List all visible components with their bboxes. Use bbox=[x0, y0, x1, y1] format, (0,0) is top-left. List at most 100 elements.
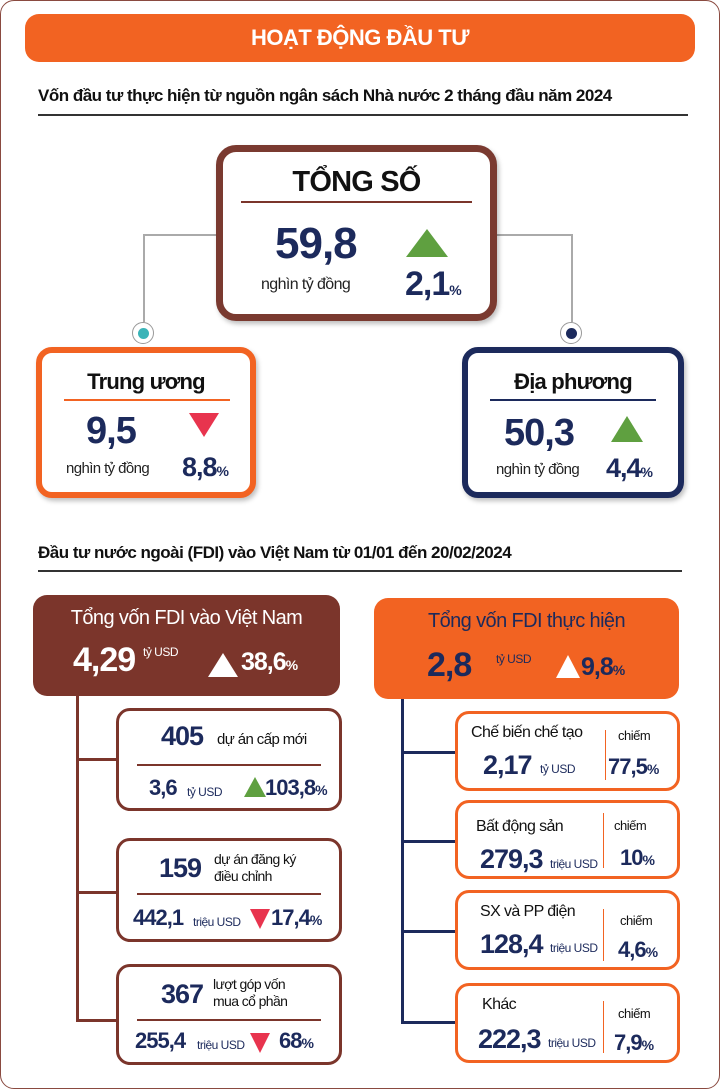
fdi-disbursed-title: Tổng vốn FDI thực hiện bbox=[428, 610, 626, 632]
tree-branch bbox=[76, 891, 118, 894]
tree-line bbox=[76, 694, 79, 1021]
local-title: Địa phương bbox=[514, 369, 632, 394]
sector-value: 222,3 bbox=[478, 1024, 542, 1054]
local-card: Địa phương 50,3 nghìn tỷ đồng 4,4% bbox=[462, 347, 684, 498]
capital-contribution-label: lượt góp vốn bbox=[213, 976, 286, 992]
fdi-disbursed-change: 9,8 bbox=[581, 653, 614, 681]
central-card: Trung ương 9,5 nghìn tỷ đồng 8,8% bbox=[36, 347, 256, 498]
sector-card-electricity: SX và PP điện 128,4 triệu USD chiếm 4,6% bbox=[455, 890, 680, 970]
fdi-registered-title: Tổng vốn FDI vào Việt Nam bbox=[70, 607, 303, 629]
divider bbox=[605, 730, 606, 780]
sector-name: Khác bbox=[482, 996, 517, 1013]
pct-sign: % bbox=[216, 463, 229, 479]
total-title: TỔNG SỐ bbox=[292, 166, 421, 198]
up-triangle-icon bbox=[611, 416, 643, 442]
up-triangle-icon bbox=[406, 229, 448, 257]
sector-card-real-estate: Bất động sản 279,3 triệu USD chiếm 10% bbox=[455, 800, 680, 879]
total-value: 59,8 bbox=[275, 219, 358, 268]
pct-sign: % bbox=[642, 852, 654, 868]
sector-card-manufacturing: Chế biến chế tạo 2,17 tỷ USD chiếm 77,5% bbox=[455, 711, 680, 791]
central-change: 8,8 bbox=[182, 452, 218, 482]
sector-share: 77,5 bbox=[608, 754, 648, 779]
divider bbox=[137, 893, 321, 895]
tree-branch bbox=[401, 930, 457, 933]
divider bbox=[64, 399, 230, 401]
total-change: 2,1 bbox=[405, 265, 450, 303]
share-label: chiếm bbox=[618, 1006, 651, 1021]
total-card: TỔNG SỐ 59,8 nghìn tỷ đồng 2,1% bbox=[216, 145, 497, 321]
fdi-registered-unit: tỷ USD bbox=[143, 645, 179, 659]
sector-name: Bất động sản bbox=[476, 818, 564, 835]
total-unit: nghìn tỷ đồng bbox=[261, 276, 351, 293]
sector-name: SX và PP điện bbox=[480, 903, 576, 920]
down-triangle-icon bbox=[250, 909, 270, 929]
sector-unit: tỷ USD bbox=[540, 762, 576, 776]
tree-line bbox=[401, 697, 404, 1024]
up-triangle-icon bbox=[556, 655, 580, 678]
pct-sign: % bbox=[612, 662, 625, 678]
pct-sign: % bbox=[285, 657, 298, 673]
pct-sign: % bbox=[641, 1037, 654, 1053]
sector-unit: triệu USD bbox=[550, 941, 598, 955]
divider bbox=[241, 201, 472, 203]
sector-name: Chế biến chế tạo bbox=[471, 724, 583, 741]
connector bbox=[143, 234, 218, 236]
new-projects-change: 103,8 bbox=[265, 775, 316, 800]
pct-sign: % bbox=[646, 761, 659, 777]
tree-branch bbox=[401, 1021, 457, 1024]
central-unit: nghìn tỷ đồng bbox=[66, 460, 150, 477]
fdi-capital-contribution-card: 367 lượt góp vốn mua cổ phần 255,4 triệu… bbox=[116, 964, 342, 1065]
sector-share: 7,9 bbox=[614, 1030, 643, 1055]
share-label: chiếm bbox=[618, 728, 651, 743]
down-triangle-icon bbox=[189, 413, 219, 437]
pct-sign: % bbox=[301, 1035, 313, 1051]
share-label: chiếm bbox=[614, 818, 647, 833]
pct-sign: % bbox=[309, 912, 322, 928]
tree-branch bbox=[401, 840, 457, 843]
capital-contribution-value: 255,4 bbox=[135, 1028, 186, 1053]
tree-branch bbox=[76, 758, 118, 761]
sector-unit: triệu USD bbox=[548, 1036, 596, 1050]
sector-share: 4,6 bbox=[618, 937, 647, 962]
local-value: 50,3 bbox=[504, 412, 575, 454]
local-change: 4,4 bbox=[606, 453, 642, 483]
local-unit: nghìn tỷ đồng bbox=[496, 461, 580, 478]
fdi-disbursed-unit: tỷ USD bbox=[496, 652, 532, 666]
sector-value: 2,17 bbox=[483, 750, 533, 780]
capital-contribution-change: 68 bbox=[279, 1028, 303, 1053]
pct-sign: % bbox=[645, 944, 658, 960]
fdi-registered-card: Tổng vốn FDI vào Việt Nam 4,29 tỷ USD 38… bbox=[33, 595, 340, 696]
sector-unit: triệu USD bbox=[550, 857, 598, 871]
fdi-new-projects-card: 405 dự án cấp mới 3,6 tỷ USD 103,8% bbox=[116, 708, 342, 811]
new-projects-unit: tỷ USD bbox=[187, 785, 223, 799]
sector-value: 279,3 bbox=[480, 844, 544, 874]
fdi-adjusted-projects-card: 159 dự án đăng ký điều chỉnh 442,1 triệu… bbox=[116, 838, 342, 942]
central-node-icon bbox=[132, 322, 154, 344]
central-value: 9,5 bbox=[86, 410, 137, 452]
new-projects-value: 3,6 bbox=[149, 775, 178, 800]
adjusted-projects-unit: triệu USD bbox=[193, 915, 241, 929]
tree-branch bbox=[401, 751, 457, 754]
adjusted-projects-count: 159 bbox=[159, 853, 202, 883]
adjusted-projects-label: dự án đăng ký bbox=[214, 851, 296, 867]
pct-sign: % bbox=[640, 464, 653, 480]
budget-heading-rule bbox=[38, 114, 688, 116]
divider bbox=[603, 813, 604, 868]
connector bbox=[571, 234, 573, 322]
divider bbox=[137, 764, 321, 766]
adjusted-projects-label-2: điều chỉnh bbox=[214, 868, 272, 884]
fdi-heading: Đầu tư nước ngoài (FDI) vào Việt Nam từ … bbox=[38, 543, 512, 562]
adjusted-projects-change: 17,4 bbox=[271, 905, 311, 930]
divider bbox=[490, 399, 656, 401]
fdi-disbursed-value: 2,8 bbox=[427, 646, 472, 684]
connector bbox=[143, 234, 145, 322]
local-node-icon bbox=[560, 322, 582, 344]
up-triangle-icon bbox=[244, 777, 266, 797]
header-banner: HOẠT ĐỘNG ĐẦU TƯ bbox=[25, 14, 695, 62]
pct-sign: % bbox=[449, 282, 461, 298]
pct-sign: % bbox=[315, 782, 327, 798]
fdi-disbursed-card: Tổng vốn FDI thực hiện 2,8 tỷ USD 9,8% bbox=[374, 598, 679, 699]
budget-heading: Vốn đầu tư thực hiện từ nguồn ngân sách … bbox=[38, 86, 612, 105]
central-title: Trung ương bbox=[87, 369, 205, 394]
fdi-registered-change: 38,6 bbox=[241, 648, 287, 676]
